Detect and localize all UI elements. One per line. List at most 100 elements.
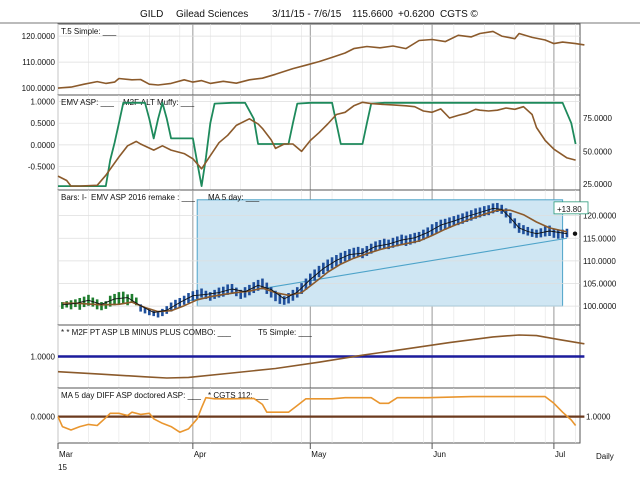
ohlc-bar bbox=[404, 235, 408, 246]
ohlc-bar bbox=[378, 240, 382, 250]
ohlc-bar bbox=[291, 289, 295, 301]
x-axis: Mar Apr May Jun Jul bbox=[57, 443, 565, 459]
header-change: +0.6200 bbox=[398, 9, 435, 20]
ohlc-bar bbox=[126, 294, 129, 306]
y-tick-label-right: 75.0000 bbox=[583, 114, 612, 123]
y-tick-label-left: 0.0000 bbox=[31, 141, 56, 150]
panel-emv: 1.0000 0.5000 0.0000 -0.5000 75.0000 50.0000 2… bbox=[28, 94, 612, 191]
panel-label-t5: T.5 Simple: ___ bbox=[61, 27, 117, 36]
panel-label-m2f-alt: M2F ALT Muffy: ___ bbox=[123, 98, 195, 107]
ohlc-bar bbox=[239, 289, 242, 299]
ohlc-bar bbox=[161, 308, 164, 317]
ohlc-bar bbox=[143, 307, 147, 314]
ohlc-bar bbox=[135, 297, 138, 306]
ohlc-bar bbox=[496, 202, 499, 213]
y-tick-label-left: 0.0000 bbox=[31, 413, 56, 422]
ohlc-bar bbox=[82, 296, 86, 308]
ohlc-bar bbox=[156, 311, 160, 318]
y-tick-label-right: 110.0000 bbox=[583, 257, 616, 266]
ohlc-bar bbox=[382, 238, 386, 249]
chart-header: GILD Gilead Sciences 3/11/15 - 7/6/15 11… bbox=[140, 9, 479, 20]
ohlc-bar bbox=[504, 208, 508, 218]
ohlc-bar bbox=[152, 310, 155, 317]
header-company: Gilead Sciences bbox=[176, 9, 248, 20]
ohlc-bar bbox=[561, 229, 564, 239]
y-tick-label-right: 105.0000 bbox=[583, 280, 617, 289]
panel-ma5diff: 0.0000 1.0000 MA 5 day DIFF ASP doctored A… bbox=[31, 387, 611, 444]
series-line-emv-step bbox=[58, 101, 577, 187]
ohlc-bar bbox=[226, 284, 229, 295]
panel-label-ma5-diff: MA 5 day DIFF ASP doctored ASP: ___ bbox=[61, 391, 201, 400]
ohlc-bar bbox=[417, 231, 421, 242]
ohlc-bar bbox=[278, 293, 282, 304]
ohlc-bar bbox=[356, 246, 360, 257]
ohlc-bar bbox=[213, 289, 216, 299]
ohlc-bar bbox=[261, 278, 264, 290]
y-tick-label-right: 1.0000 bbox=[586, 413, 611, 422]
panel-label-emv: EMV ASP: ___ bbox=[61, 98, 114, 107]
series-line-ma5 bbox=[62, 207, 568, 313]
panel-bars: 120.0000 115.0000 110.0000 105.0000 100.0000… bbox=[57, 189, 617, 326]
x-year-label: 15 bbox=[58, 463, 67, 472]
y-tick-label-right: 100.0000 bbox=[583, 302, 617, 311]
x-tick-label: May bbox=[311, 450, 326, 459]
ohlc-bar bbox=[200, 288, 203, 298]
ohlc-bar bbox=[195, 289, 199, 299]
panel-frame bbox=[57, 23, 581, 96]
panel-t5: 120.0000 110.0000 100.0000 T.5 Simple: ___ bbox=[22, 23, 585, 96]
ohlc-bar bbox=[274, 290, 277, 302]
header-symbol: GILD bbox=[140, 9, 163, 20]
ohlc-bar bbox=[61, 302, 64, 309]
ohlc-bar bbox=[313, 269, 316, 281]
panel-label-bars: Bars: I- bbox=[61, 193, 87, 202]
series-line-m2f-alt bbox=[57, 101, 576, 187]
ohlc-bar bbox=[269, 287, 273, 298]
ohlc-bar bbox=[282, 296, 286, 305]
series-line-t5 bbox=[57, 30, 585, 89]
y-tick-label-right: 25.0000 bbox=[583, 180, 612, 189]
ohlc-bar bbox=[248, 284, 251, 296]
ohlc-bar bbox=[422, 229, 425, 241]
ohlc-bar bbox=[552, 228, 556, 238]
y-tick-label: 120.0000 bbox=[22, 32, 56, 41]
x-tick-label: Mar bbox=[59, 450, 73, 459]
chart-panels: 120.0000 110.0000 100.0000 T.5 Simple: ___ 1… bbox=[22, 23, 617, 444]
price-callout-text: +13.80 bbox=[557, 205, 582, 214]
ohlc-bar bbox=[317, 265, 321, 278]
header-price: 115.6600 bbox=[352, 9, 393, 20]
y-tick-label-left: 0.5000 bbox=[31, 119, 56, 128]
x-tick-label: Apr bbox=[194, 450, 207, 459]
price-callout-box bbox=[553, 201, 589, 215]
y-tick-label-right: 115.0000 bbox=[583, 234, 616, 243]
ohlc-bar bbox=[121, 291, 125, 304]
ohlc-bar bbox=[169, 302, 173, 312]
ohlc-bar bbox=[556, 230, 560, 239]
y-tick-label: 100.0000 bbox=[22, 84, 56, 93]
ohlc-bar bbox=[409, 234, 412, 245]
panel-label-t5-simple: T5 Simple: ___ bbox=[258, 328, 312, 337]
panel-label-ma5: MA 5 day: ___ bbox=[208, 193, 260, 202]
daily-label: Daily bbox=[596, 452, 614, 461]
ohlc-bar bbox=[69, 300, 73, 310]
y-tick-label-left: -0.5000 bbox=[28, 163, 56, 172]
ohlc-bar bbox=[352, 247, 356, 258]
ohlc-bar bbox=[565, 228, 569, 238]
panel-combo: 1.0000 * * M2F PT ASP LB MINUS PLUS COMBO… bbox=[31, 324, 585, 389]
header-watermark: CGTS © bbox=[440, 9, 479, 20]
panel-label-cgts112: * CGTS 112: ___ bbox=[208, 391, 269, 400]
series-line-combo bbox=[57, 334, 585, 379]
y-tick-label-right: 50.0000 bbox=[583, 147, 612, 156]
x-tick-label: Jun bbox=[433, 450, 446, 459]
ohlc-bar bbox=[148, 309, 151, 316]
y-tick-label-left: 1.0000 bbox=[31, 97, 56, 106]
header-date-range: 3/11/15 - 7/6/15 bbox=[272, 9, 342, 20]
y-tick-label-left: 1.0000 bbox=[31, 353, 56, 362]
ohlc-bar bbox=[130, 293, 134, 303]
ohlc-bar bbox=[100, 302, 103, 311]
y-tick-label-right: 120.0000 bbox=[583, 212, 617, 221]
ohlc-bar bbox=[113, 293, 116, 306]
ohlc-bar bbox=[287, 293, 290, 304]
series-line-ma5-diff bbox=[57, 395, 577, 433]
